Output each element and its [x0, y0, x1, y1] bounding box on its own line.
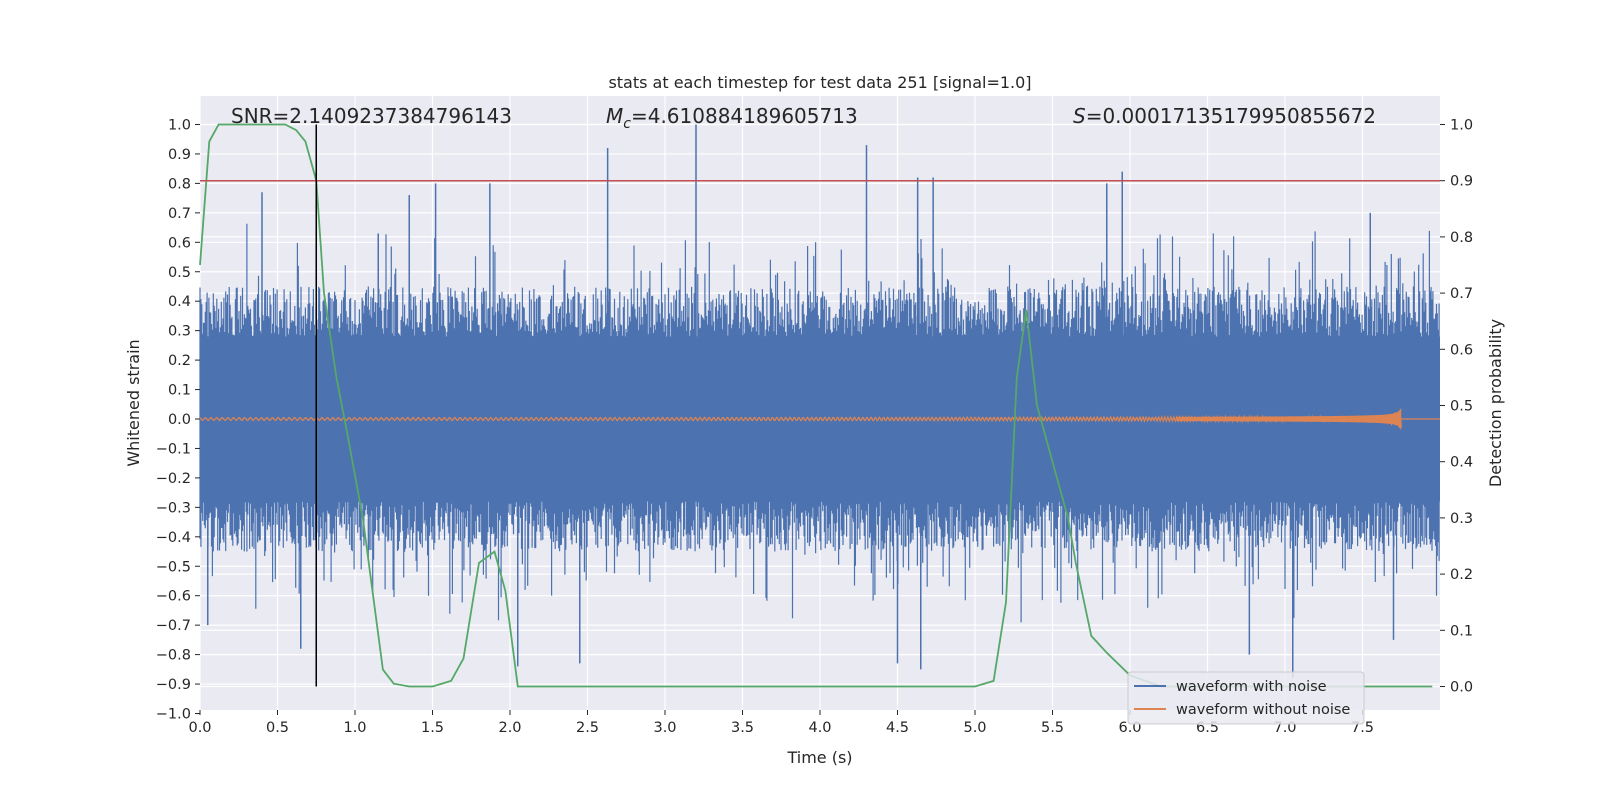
series-waveform-without-noise [199, 407, 1440, 431]
x-tick-label-0: 0.0 [188, 720, 211, 736]
y-right-tick-label-7: 0.7 [1450, 286, 1473, 302]
annotation-chirp-mass: Mc=4.610884189605713 [606, 104, 858, 132]
x-tick-label-7: 3.5 [731, 720, 754, 736]
x-tick-label-9: 4.5 [886, 720, 909, 736]
x-tick-label-3: 1.5 [421, 720, 444, 736]
overlays [200, 124, 1440, 687]
y-left-tick-label-11: 0.1 [168, 383, 191, 399]
y-left-tick-label-20: 1.0 [168, 118, 191, 134]
y-left-tick-label-2: −0.8 [156, 648, 191, 664]
annotation-mc-value: =4.610884189605713 [631, 104, 858, 128]
y-right-tick-label-0: 0.0 [1450, 680, 1473, 696]
legend: waveform with noise waveform without noi… [1127, 671, 1365, 725]
y-left-tick-label-18: 0.8 [168, 176, 191, 192]
x-tick-label-10: 5.0 [963, 720, 986, 736]
y-left-tick-label-0: −1.0 [156, 707, 191, 723]
y-left-tick-label-8: −0.2 [156, 471, 191, 487]
x-tick-label-6: 3.0 [653, 720, 676, 736]
x-tick-label-5: 2.5 [576, 720, 599, 736]
annotation-mc-symbol: M [606, 104, 623, 128]
y-right-tick-label-6: 0.6 [1450, 342, 1473, 358]
y-right-tick-label-1: 0.1 [1450, 623, 1473, 639]
y-axis-label-right: Detection probability [1486, 319, 1505, 487]
y-right-tick-label-5: 0.5 [1450, 399, 1473, 415]
annotation-s-symbol: S [1073, 104, 1086, 128]
y-left-tick-label-7: −0.3 [156, 500, 191, 516]
y-axis-label-left: Whitened strain [124, 339, 143, 466]
y-left-tick-label-4: −0.6 [156, 589, 191, 605]
series-detection-probability [199, 123, 1433, 688]
y-left-tick-label-13: 0.3 [168, 324, 191, 340]
y-right-tick-label-8: 0.8 [1450, 230, 1473, 246]
legend-label-with-noise: waveform with noise [1176, 679, 1327, 695]
annotation-s: S=0.00017135179950855672 [1073, 104, 1376, 128]
x-tick-label-8: 4.0 [808, 720, 831, 736]
annotation-snr: SNR=2.1409237384796143 [231, 104, 512, 128]
x-tick-label-2: 1.0 [343, 720, 366, 736]
y-left-tick-label-1: −0.9 [156, 677, 191, 693]
x-tick-label-11: 5.5 [1041, 720, 1064, 736]
clean-merger-envelope [1176, 407, 1402, 431]
y-right-tick-label-3: 0.3 [1450, 511, 1473, 527]
y-left-tick-label-6: −0.4 [156, 530, 191, 546]
y-left-tick-label-3: −0.7 [156, 618, 191, 634]
x-tick-label-4: 2.0 [498, 720, 521, 736]
x-axis-label: Time (s) [786, 748, 852, 767]
y-left-tick-label-12: 0.2 [168, 353, 191, 369]
y-right-tick-label-2: 0.2 [1450, 567, 1473, 583]
y-left-tick-label-16: 0.6 [168, 235, 191, 251]
chart-title: stats at each timestep for test data 251… [608, 73, 1031, 92]
y-right-tick-label-4: 0.4 [1450, 455, 1473, 471]
y-left-tick-label-17: 0.7 [168, 206, 191, 222]
annotation-mc-subscript: c [623, 116, 631, 132]
y-right-tick-label-9: 0.9 [1450, 174, 1473, 190]
probability-trace [199, 123, 1433, 688]
y-left-tick-label-14: 0.4 [168, 294, 191, 310]
x-tick-label-1: 0.5 [266, 720, 289, 736]
y-right-tick-label-10: 1.0 [1450, 118, 1473, 134]
y-left-tick-label-15: 0.5 [168, 265, 191, 281]
y-left-tick-label-9: −0.1 [156, 441, 191, 457]
legend-box [1127, 671, 1365, 725]
y-left-tick-label-19: 0.9 [168, 147, 191, 163]
y-left-tick-label-5: −0.5 [156, 559, 191, 575]
legend-label-without-noise: waveform without noise [1176, 702, 1350, 718]
annotation-s-value: =0.00017135179950855672 [1086, 104, 1376, 128]
y-left-tick-label-10: 0.0 [168, 412, 191, 428]
